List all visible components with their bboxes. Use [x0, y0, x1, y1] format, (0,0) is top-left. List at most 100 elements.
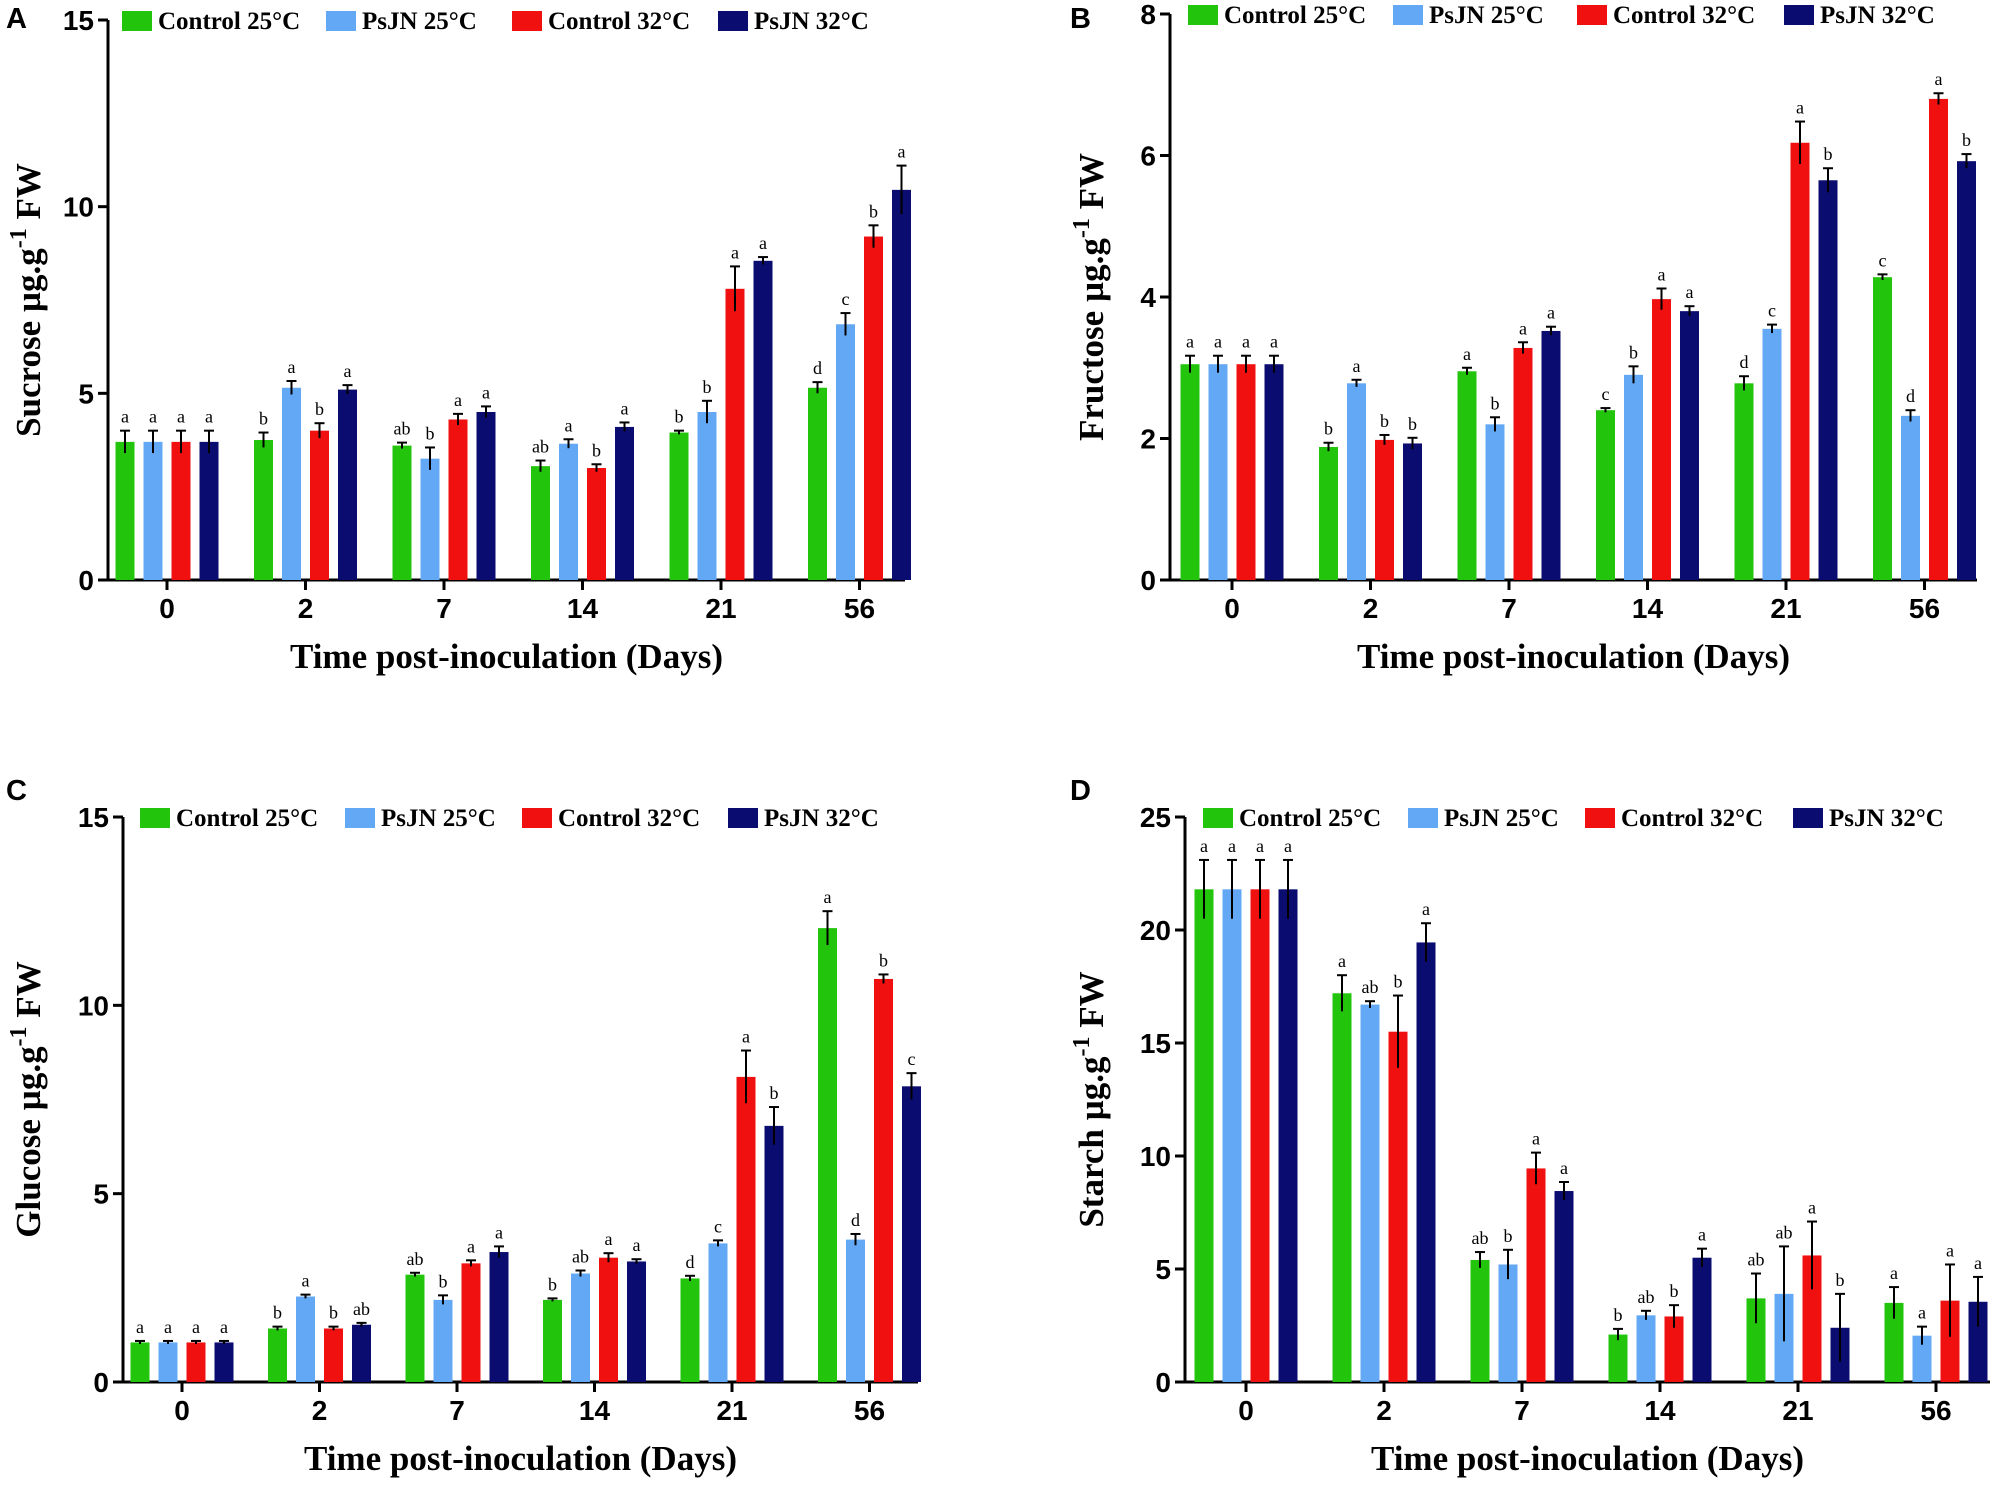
y-tick-label: 0	[93, 1367, 109, 1398]
bar	[254, 440, 273, 580]
y-tick-label: 15	[78, 802, 109, 833]
x-tick-label: 0	[159, 593, 175, 624]
x-tick-label: 2	[1363, 593, 1379, 624]
bar	[1680, 311, 1699, 580]
significance-letter: d	[813, 358, 822, 378]
bar	[1652, 299, 1671, 580]
significance-letter: a	[482, 382, 490, 402]
legend-label: PsJN 25°C	[362, 8, 477, 35]
bar	[1912, 1335, 1932, 1382]
significance-letter: b	[869, 201, 878, 221]
y-axis-label: Glucose µg.g-1 FW	[6, 961, 48, 1237]
significance-letter: ab	[1638, 1287, 1655, 1307]
y-tick-label: 25	[1140, 802, 1171, 833]
x-axis-label: Time post-inoculation (Days)	[290, 637, 723, 676]
bar	[599, 1257, 618, 1382]
significance-letter: b	[259, 409, 268, 429]
bar	[1596, 410, 1615, 580]
legend-label: Control 25°C	[176, 805, 318, 832]
significance-letter: b	[426, 423, 435, 443]
bar	[587, 468, 606, 580]
y-axis-label-superscript: -1	[6, 228, 32, 248]
y-tick-label: 15	[1140, 1028, 1171, 1059]
y-axis-label-main: Starch µg.g	[1072, 1056, 1111, 1228]
significance-letter: a	[1463, 344, 1471, 364]
bar	[448, 419, 468, 580]
significance-letter: a	[344, 361, 352, 381]
legend-label: Control 25°C	[1224, 2, 1366, 29]
significance-letter: b	[879, 950, 888, 970]
legend-swatch	[326, 11, 356, 31]
bar	[1250, 889, 1270, 1382]
bar	[753, 260, 773, 580]
significance-letter: a	[1228, 836, 1236, 856]
significance-letter: d	[1740, 352, 1749, 372]
significance-letter: a	[1422, 899, 1430, 919]
bar	[559, 443, 578, 580]
significance-letter: b	[675, 407, 684, 427]
significance-letter: b	[1836, 1270, 1845, 1290]
y-axis-label-unit: FW	[9, 163, 48, 228]
bar	[338, 389, 357, 580]
x-tick-label: 0	[174, 1395, 190, 1426]
y-tick-label: 15	[63, 5, 94, 36]
legend-label: PsJN 32°C	[1820, 2, 1935, 29]
bar	[615, 426, 634, 580]
significance-letter: c	[714, 1216, 722, 1236]
bar	[1608, 1334, 1628, 1382]
significance-letter: a	[220, 1317, 228, 1337]
x-tick-label: 14	[567, 593, 599, 624]
significance-letter: a	[742, 1027, 750, 1047]
bar	[1319, 446, 1338, 580]
y-tick-label: 0	[78, 565, 94, 596]
x-tick-label: 2	[312, 1395, 328, 1426]
legend-label: Control 25°C	[1239, 805, 1381, 832]
significance-letter: a	[302, 1271, 310, 1291]
bar	[1513, 347, 1533, 580]
bar	[310, 430, 329, 580]
significance-letter: ab	[394, 419, 411, 439]
x-tick-label: 14	[1632, 593, 1664, 624]
bar	[1957, 161, 1976, 580]
significance-letter: b	[1324, 419, 1333, 439]
y-tick-label: 2	[1140, 424, 1156, 455]
legend-swatch	[1793, 808, 1823, 828]
bar	[725, 288, 745, 580]
significance-letter: ab	[1472, 1228, 1489, 1248]
significance-letter: a	[1532, 1129, 1540, 1149]
significance-letter: a	[605, 1229, 613, 1249]
bar	[864, 236, 883, 581]
significance-letter: c	[908, 1049, 916, 1069]
y-tick-label: 10	[78, 990, 109, 1021]
y-axis-label-superscript: -1	[1069, 1036, 1095, 1056]
bar	[1692, 1257, 1712, 1382]
bar	[846, 1239, 865, 1382]
legend-label: PsJN 25°C	[381, 805, 496, 832]
significance-letter: ab	[1748, 1250, 1765, 1270]
panel-letter: B	[1070, 3, 1091, 35]
y-tick-label: 5	[1155, 1254, 1171, 1285]
bar	[808, 387, 827, 580]
y-axis-label-main: Sucrose µg.g	[9, 248, 48, 437]
bar	[1541, 330, 1561, 580]
bar	[1664, 1316, 1684, 1382]
y-tick-label: 10	[63, 192, 94, 223]
significance-letter: a	[495, 1222, 503, 1242]
significance-letter: a	[1242, 332, 1250, 352]
panel-letter: A	[6, 3, 27, 35]
bar	[420, 458, 440, 580]
bar	[171, 441, 191, 580]
bar	[680, 1278, 700, 1382]
y-axis-label-unit: FW	[9, 961, 48, 1026]
significance-letter: b	[1962, 130, 1971, 150]
bar	[736, 1076, 756, 1382]
x-axis-label: Time post-inoculation (Days)	[304, 1439, 737, 1478]
x-tick-label: 56	[1920, 1395, 1951, 1426]
significance-letter: a	[205, 407, 213, 427]
x-tick-label: 56	[854, 1395, 885, 1426]
significance-letter: b	[329, 1303, 338, 1323]
x-tick-label: 0	[1238, 1395, 1254, 1426]
y-tick-label: 6	[1140, 141, 1156, 172]
bar	[214, 1342, 234, 1382]
